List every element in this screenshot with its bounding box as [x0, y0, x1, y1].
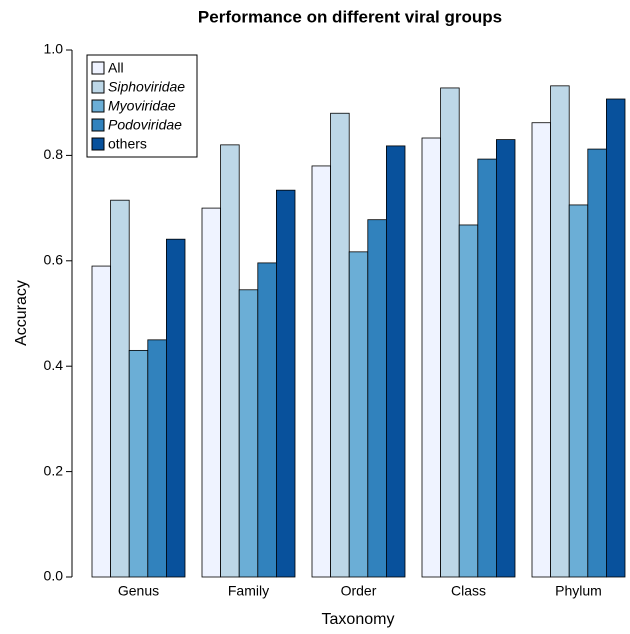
x-tick-label: Genus: [118, 583, 159, 599]
bar: [330, 112, 350, 578]
y-axis-label: Accuracy: [13, 280, 30, 346]
y-tick-label: 0.2: [44, 462, 64, 478]
bar: [477, 158, 497, 578]
legend-label: Siphoviridae: [108, 79, 185, 95]
y-tick-label: 0.8: [44, 146, 64, 162]
bar: [421, 137, 442, 578]
bar: [458, 224, 479, 578]
x-axis-label: Taxonomy: [322, 611, 395, 628]
y-tick-label: 1.0: [44, 41, 64, 57]
bar: [275, 189, 296, 578]
y-tick-label: 0.4: [44, 357, 64, 373]
bar: [606, 98, 626, 578]
x-tick-label: Phylum: [555, 583, 602, 599]
legend-swatch: [91, 137, 105, 151]
bar: [568, 204, 589, 578]
y-tick-label: 0.0: [44, 568, 64, 584]
legend-swatch: [91, 61, 105, 75]
x-tick-label: Class: [451, 583, 486, 599]
bar: [348, 251, 369, 578]
legend-swatch: [91, 99, 105, 113]
bar: [201, 207, 222, 578]
bar: [550, 85, 570, 578]
bar: [440, 87, 460, 578]
x-tick-label: Order: [341, 583, 377, 599]
bar: [238, 289, 259, 578]
bar: [165, 238, 186, 578]
y-tick-label: 0.6: [44, 252, 64, 268]
legend-swatch: [91, 80, 105, 94]
bar: [367, 219, 387, 578]
legend-box: [86, 54, 198, 158]
chart-title: Performance on different viral groups: [198, 7, 502, 26]
legend-label: All: [108, 60, 124, 76]
bar: [257, 262, 277, 578]
bar: [531, 122, 552, 578]
bar: [495, 139, 516, 578]
legend-label: Myoviridae: [108, 98, 176, 114]
x-tick-label: Family: [228, 583, 269, 599]
bar: [311, 165, 332, 578]
bar: [220, 144, 240, 578]
legend-label: Podoviridae: [108, 117, 182, 133]
bar: [91, 265, 112, 578]
legend-swatch: [91, 118, 105, 132]
bar: [110, 199, 130, 578]
bar: [147, 339, 167, 578]
bar: [128, 349, 149, 578]
bar: [385, 145, 406, 578]
legend-label: others: [108, 136, 147, 152]
bar: [587, 148, 607, 578]
